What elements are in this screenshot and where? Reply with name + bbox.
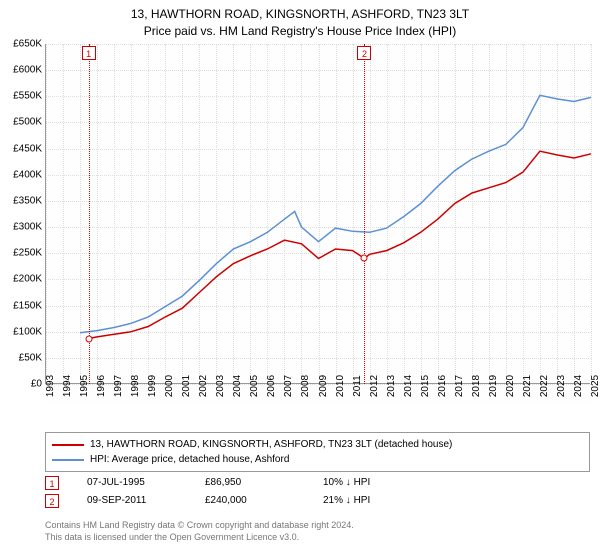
title-area: 13, HAWTHORN ROAD, KINGSNORTH, ASHFORD, … <box>0 0 600 40</box>
marker-table-pct: 21% ↓ HPI <box>323 492 413 510</box>
xtick-label: 1995 <box>79 375 90 397</box>
footer-line-1: Contains HM Land Registry data © Crown c… <box>45 520 590 532</box>
xtick-label: 2001 <box>181 375 192 397</box>
chart-container: 13, HAWTHORN ROAD, KINGSNORTH, ASHFORD, … <box>0 0 600 560</box>
xtick-label: 2003 <box>215 375 226 397</box>
ytick-label: £250K <box>13 248 42 259</box>
xtick-label: 1994 <box>62 375 73 397</box>
marker-table-num: 1 <box>45 476 59 490</box>
xtick-label: 2018 <box>471 375 482 397</box>
markers-table: 1 07-JUL-1995 £86,950 10% ↓ HPI 2 09-SEP-2011… <box>45 474 590 510</box>
xtick-label: 2004 <box>232 375 243 397</box>
title-line-2: Price paid vs. HM Land Registry's House … <box>0 23 600 40</box>
marker-line-2 <box>364 44 365 384</box>
footer-line-2: This data is licensed under the Open Gov… <box>45 532 590 544</box>
series-line-price_paid <box>89 151 591 338</box>
xtick-label: 2014 <box>403 375 414 397</box>
ytick-label: £550K <box>13 91 42 102</box>
legend-swatch <box>52 459 84 461</box>
xtick-label: 2008 <box>300 375 311 397</box>
marker-table-price: £86,950 <box>205 474 295 492</box>
grid-v <box>591 44 592 384</box>
xtick-label: 2024 <box>573 375 584 397</box>
marker-dot-1 <box>85 335 92 342</box>
xtick-label: 2023 <box>556 375 567 397</box>
ytick-label: £150K <box>13 300 42 311</box>
footer-attribution: Contains HM Land Registry data © Crown c… <box>45 520 590 543</box>
xtick-label: 2016 <box>437 375 448 397</box>
xtick-label: 2006 <box>266 375 277 397</box>
legend-row-hpi: HPI: Average price, detached house, Ashf… <box>52 452 583 467</box>
chart-area: 12 £0£50K£100K£150K£200K£250K£300K£350K£… <box>45 44 590 404</box>
marker-table-row-2: 2 09-SEP-2011 £240,000 21% ↓ HPI <box>45 492 590 510</box>
marker-table-num: 2 <box>45 494 59 508</box>
xtick-label: 2007 <box>283 375 294 397</box>
marker-table-row-1: 1 07-JUL-1995 £86,950 10% ↓ HPI <box>45 474 590 492</box>
ytick-label: £450K <box>13 143 42 154</box>
xtick-label: 1996 <box>96 375 107 397</box>
marker-table-date: 07-JUL-1995 <box>87 474 177 492</box>
xtick-label: 2025 <box>590 375 600 397</box>
xtick-label: 2012 <box>369 375 380 397</box>
ytick-label: £100K <box>13 326 42 337</box>
marker-dot-2 <box>361 255 368 262</box>
ytick-label: £400K <box>13 169 42 180</box>
ytick-label: £300K <box>13 222 42 233</box>
xtick-label: 2000 <box>164 375 175 397</box>
marker-line-1 <box>89 44 90 384</box>
xtick-label: 2010 <box>335 375 346 397</box>
marker-box-2: 2 <box>357 46 371 60</box>
title-line-1: 13, HAWTHORN ROAD, KINGSNORTH, ASHFORD, … <box>0 6 600 23</box>
marker-table-date: 09-SEP-2011 <box>87 492 177 510</box>
legend-label: HPI: Average price, detached house, Ashf… <box>90 452 289 467</box>
marker-table-pct: 10% ↓ HPI <box>323 474 413 492</box>
marker-box-1: 1 <box>82 46 96 60</box>
xtick-label: 2009 <box>318 375 329 397</box>
legend-label: 13, HAWTHORN ROAD, KINGSNORTH, ASHFORD, … <box>90 437 452 452</box>
ytick-label: £50K <box>19 352 42 363</box>
ytick-label: £500K <box>13 117 42 128</box>
ytick-label: £350K <box>13 195 42 206</box>
xtick-label: 2011 <box>352 375 363 397</box>
xtick-label: 2021 <box>522 375 533 397</box>
xtick-label: 2020 <box>505 375 516 397</box>
ytick-label: £600K <box>13 65 42 76</box>
xtick-label: 2002 <box>198 375 209 397</box>
xtick-label: 2017 <box>454 375 465 397</box>
xtick-label: 2015 <box>420 375 431 397</box>
legend-box: 13, HAWTHORN ROAD, KINGSNORTH, ASHFORD, … <box>45 432 590 472</box>
xtick-label: 2019 <box>488 375 499 397</box>
plot-region: 12 <box>45 44 590 384</box>
xtick-label: 1997 <box>113 375 124 397</box>
xtick-label: 2022 <box>539 375 550 397</box>
legend-swatch <box>52 444 84 446</box>
xtick-label: 1999 <box>147 375 158 397</box>
ytick-label: £650K <box>13 39 42 50</box>
xtick-label: 2013 <box>386 375 397 397</box>
ytick-label: £0 <box>31 379 42 390</box>
xtick-label: 2005 <box>249 375 260 397</box>
legend-row-price_paid: 13, HAWTHORN ROAD, KINGSNORTH, ASHFORD, … <box>52 437 583 452</box>
ytick-label: £200K <box>13 274 42 285</box>
series-line-hpi <box>80 95 591 332</box>
xtick-label: 1993 <box>45 375 56 397</box>
chart-lines-svg <box>46 44 591 384</box>
marker-table-price: £240,000 <box>205 492 295 510</box>
xtick-label: 1998 <box>130 375 141 397</box>
